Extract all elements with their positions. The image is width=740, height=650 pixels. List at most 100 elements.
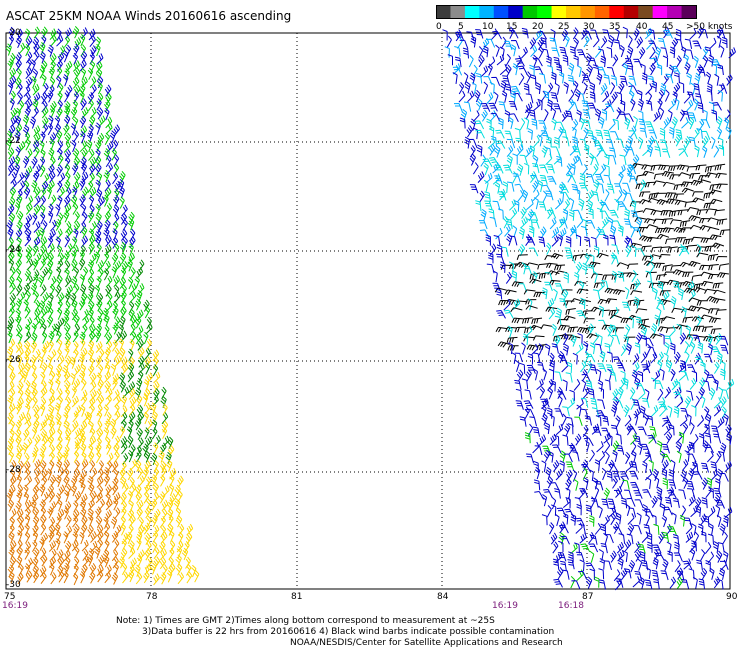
wind-barb xyxy=(145,338,152,351)
pass-time-right: 16:18 xyxy=(558,601,584,611)
wind-barb xyxy=(89,35,96,48)
wind-barb xyxy=(39,403,46,417)
wind-barb xyxy=(486,263,495,274)
wind-barb xyxy=(701,280,714,287)
wind-barb xyxy=(556,391,567,400)
wind-barb xyxy=(88,172,95,185)
wind-barb xyxy=(617,550,625,562)
wind-barb xyxy=(688,112,697,122)
wind-barb xyxy=(628,130,638,140)
wind-barb xyxy=(598,579,606,590)
wind-barb xyxy=(582,425,589,438)
wind-barb xyxy=(15,500,22,514)
wind-barb xyxy=(122,453,129,466)
wind-barb xyxy=(630,441,637,455)
wind-barb xyxy=(127,252,135,265)
wind-barb xyxy=(624,489,633,500)
wind-barb xyxy=(699,377,706,390)
wind-barb xyxy=(700,531,707,543)
wind-barb xyxy=(16,28,24,41)
wind-barb xyxy=(57,499,63,512)
wind-barb xyxy=(697,415,705,427)
wind-barb xyxy=(647,280,654,292)
wind-barb xyxy=(47,434,55,448)
wind-barb xyxy=(603,234,609,246)
wind-barb xyxy=(622,550,628,563)
wind-barb xyxy=(136,289,143,303)
wind-barb xyxy=(503,164,513,174)
wind-barb xyxy=(41,180,49,193)
wind-barb xyxy=(576,398,584,410)
wind-barb xyxy=(547,207,554,220)
wind-barb xyxy=(675,28,682,41)
wind-barb xyxy=(662,55,669,68)
wind-barb xyxy=(604,164,610,176)
wind-barb xyxy=(34,146,40,159)
map-frame xyxy=(5,32,731,590)
wind-barb xyxy=(670,296,677,309)
wind-barb xyxy=(558,216,567,229)
wind-barb xyxy=(668,424,675,436)
wind-barb xyxy=(657,98,663,111)
wind-barb xyxy=(40,386,48,399)
wind-barb xyxy=(168,483,175,496)
wind-barb xyxy=(111,483,119,496)
wind-barb xyxy=(592,35,600,48)
wind-barb xyxy=(483,179,489,192)
wind-barb xyxy=(105,92,112,105)
wind-barb xyxy=(130,330,137,343)
wind-barb xyxy=(9,75,17,88)
wind-barb xyxy=(65,44,72,57)
wind-barb xyxy=(545,262,558,269)
wind-barb xyxy=(562,343,569,356)
wind-barb xyxy=(719,229,731,236)
wind-barb xyxy=(551,496,557,510)
wind-barb xyxy=(24,547,30,560)
wind-barb xyxy=(612,54,619,67)
wind-barb xyxy=(7,331,13,344)
wind-barb xyxy=(71,236,78,249)
wind-barb xyxy=(708,387,716,401)
wind-barb xyxy=(80,50,88,63)
map-title: ASCAT 25KM NOAA Winds 20160616 ascending xyxy=(6,9,292,23)
wind-barb xyxy=(562,406,570,417)
wind-barb xyxy=(48,404,55,417)
wind-barb xyxy=(645,270,652,282)
wind-barb xyxy=(559,219,568,229)
wind-barb xyxy=(697,102,704,113)
wind-barb xyxy=(82,555,90,568)
wind-barb xyxy=(127,569,135,583)
wind-barb xyxy=(597,399,606,410)
wind-barb xyxy=(16,82,23,95)
wind-barb xyxy=(533,291,545,298)
wind-barb xyxy=(672,280,680,292)
wind-barb xyxy=(37,274,45,288)
wind-barb xyxy=(710,469,718,481)
wind-barb xyxy=(8,364,15,377)
wind-barb xyxy=(561,110,569,122)
wind-barb xyxy=(518,244,526,257)
wind-barb xyxy=(538,272,550,280)
wind-barb xyxy=(633,278,641,291)
wind-barb xyxy=(32,212,38,226)
wind-barb xyxy=(674,351,681,364)
wind-barb xyxy=(74,364,81,377)
wind-barb xyxy=(584,236,591,248)
wind-barb xyxy=(533,352,541,363)
wind-barb xyxy=(56,419,62,432)
wind-barb xyxy=(718,84,728,94)
wind-barb xyxy=(8,547,15,560)
wind-barb xyxy=(676,576,684,589)
wind-barb xyxy=(709,234,722,241)
wind-barb xyxy=(525,453,534,464)
wind-barb xyxy=(713,298,726,304)
wind-barb xyxy=(24,347,32,360)
wind-barb xyxy=(583,35,590,48)
wind-barb xyxy=(570,513,577,526)
wind-barb xyxy=(619,471,629,480)
wind-barb xyxy=(537,37,544,50)
wind-barb xyxy=(607,368,613,381)
wind-barb xyxy=(55,363,63,376)
wind-barb xyxy=(601,217,609,229)
wind-barb xyxy=(667,109,673,123)
